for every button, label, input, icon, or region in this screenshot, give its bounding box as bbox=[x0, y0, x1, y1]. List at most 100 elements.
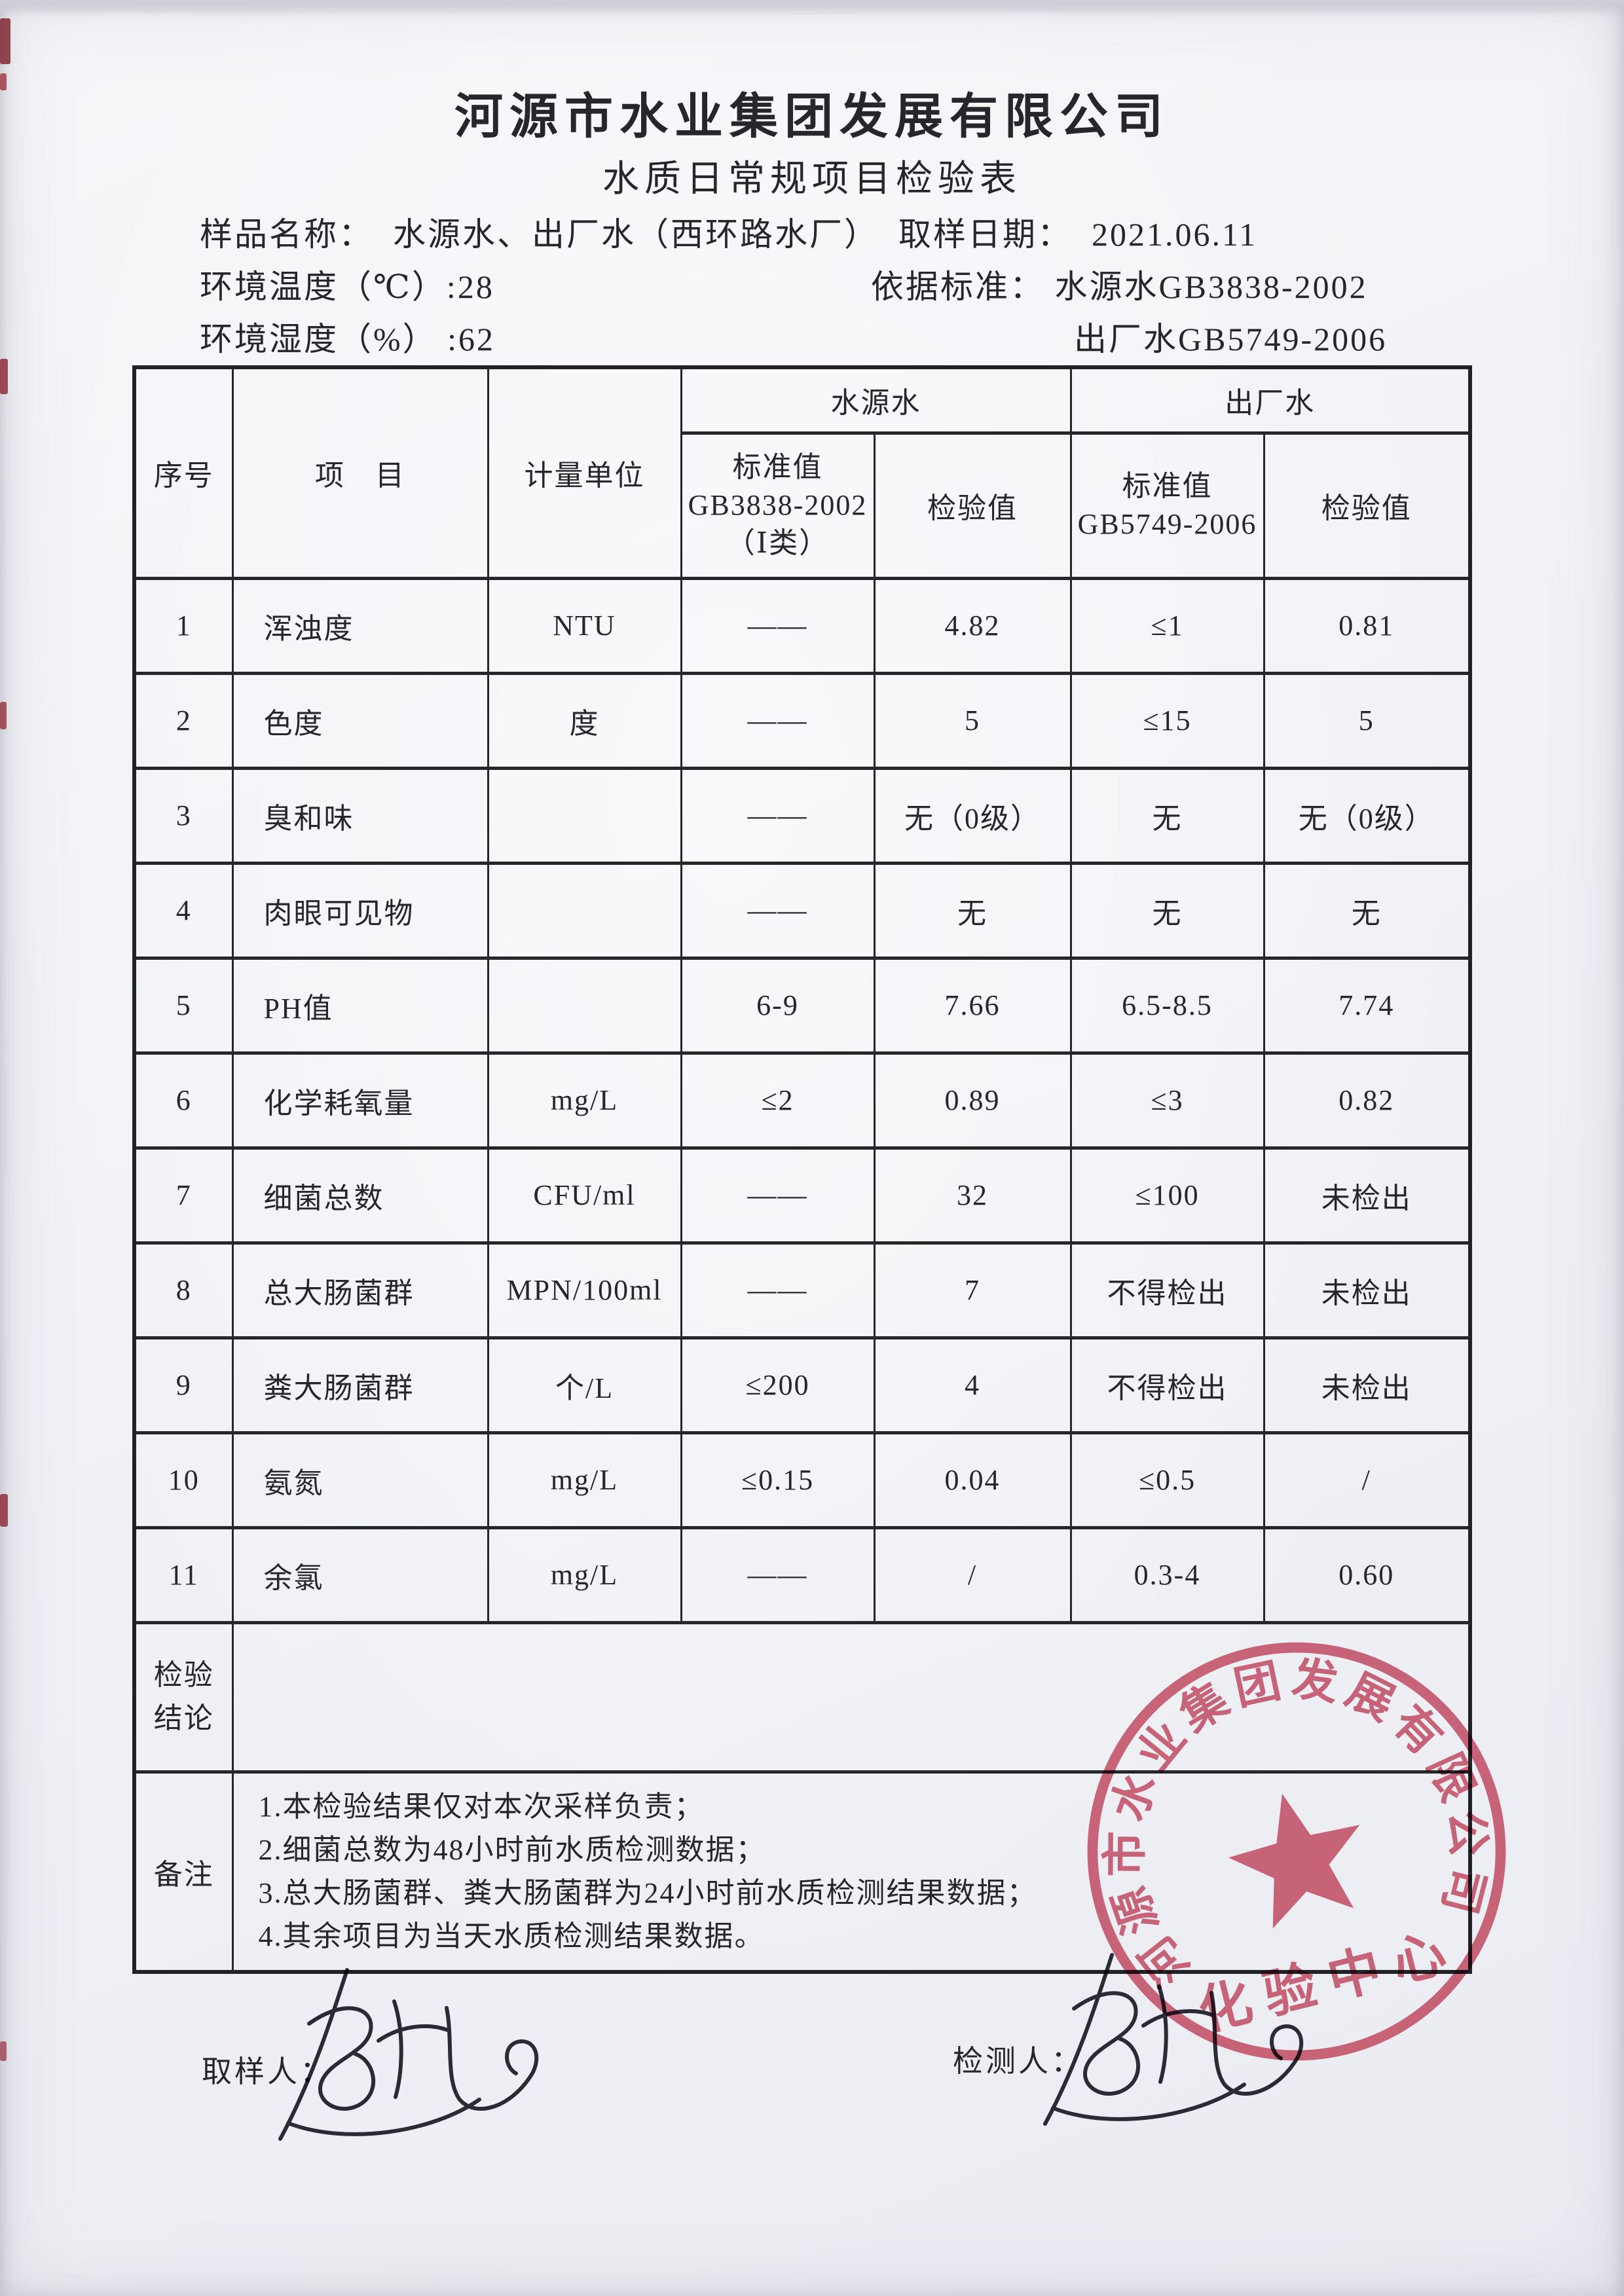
cell-src_std: ≤200 bbox=[680, 1336, 876, 1434]
col-header-seq: 序号 bbox=[133, 365, 234, 580]
env-humidity-line: 环境湿度（%） :62 出厂水GB5749-2006 bbox=[200, 313, 1483, 365]
cell-fac_std: 无 bbox=[1069, 766, 1265, 865]
cell-fac_std: 0.3-4 bbox=[1069, 1525, 1265, 1624]
cell-src_std: —— bbox=[680, 1525, 876, 1624]
document-title: 水质日常规项目检验表 bbox=[602, 159, 1022, 200]
table-row: 6 化学耗氧量 mg/L ≤2 0.89 ≤3 0.82 bbox=[133, 1051, 1471, 1150]
table-row: 7 细菌总数 CFU/ml —— 32 ≤100 未检出 bbox=[133, 1146, 1471, 1245]
cell-unit bbox=[487, 766, 682, 865]
cell-src_std: ≤2 bbox=[680, 1051, 876, 1150]
cell-src_std: —— bbox=[680, 576, 876, 675]
sample-name-label: 样品名称： bbox=[200, 216, 373, 253]
cell-src_val: 4.82 bbox=[873, 576, 1072, 675]
cell-fac_val: 0.82 bbox=[1263, 1051, 1471, 1150]
cell-src_val: 7 bbox=[873, 1241, 1072, 1339]
cell-src_std: ≤0.15 bbox=[680, 1430, 876, 1529]
cell-fac_std: 不得检出 bbox=[1069, 1336, 1265, 1434]
cell-unit: mg/L bbox=[487, 1525, 682, 1624]
cell-src_val: 无 bbox=[873, 861, 1072, 960]
scan-artifact bbox=[0, 359, 8, 394]
sample-date-label: 取样日期： bbox=[898, 216, 1072, 253]
official-seal: 河源市水业集团发展有限公司 化验中心 bbox=[1058, 1613, 1517, 2061]
cell-src_val: 32 bbox=[873, 1146, 1072, 1245]
cell-src_val: 5 bbox=[873, 671, 1072, 770]
env-temp-line: 环境温度（℃）:28 依据标准： 水源水GB3838-2002 bbox=[200, 261, 1483, 313]
cell-item: 化学耗氧量 bbox=[231, 1051, 489, 1150]
cell-item: 总大肠菌群 bbox=[231, 1241, 489, 1339]
cell-fac_val: 5 bbox=[1263, 671, 1471, 770]
table-row: 2 色度度 —— 5 ≤15 5 bbox=[133, 671, 1471, 770]
col-header-source-standard: 标准值 GB3838-2002 （Ⅰ类） bbox=[680, 431, 876, 580]
cell-seq: 3 bbox=[133, 766, 234, 865]
cell-item: 浑浊度 bbox=[231, 576, 489, 675]
cell-fac_std: 无 bbox=[1069, 861, 1265, 960]
cell-seq: 10 bbox=[133, 1430, 234, 1529]
cell-fac_val: 7.74 bbox=[1263, 956, 1471, 1055]
basis-standard-source: 依据标准： 水源水GB3838-2002 bbox=[871, 268, 1368, 305]
cell-seq: 8 bbox=[133, 1241, 234, 1339]
cell-src_val: 4 bbox=[873, 1336, 1072, 1434]
cell-seq: 9 bbox=[133, 1336, 234, 1434]
env-humidity: 环境湿度（%） :62 bbox=[200, 321, 496, 357]
cell-seq: 5 bbox=[133, 956, 234, 1055]
conclusion-row: 检验 结论 bbox=[133, 1620, 1471, 1774]
cell-seq: 4 bbox=[133, 861, 234, 960]
sample-name-line: 样品名称： 水源水、出厂水（西环路水厂） 取样日期： 2021.06.11 bbox=[200, 208, 1483, 261]
cell-seq: 2 bbox=[133, 671, 234, 770]
signature-tester bbox=[1014, 1946, 1321, 2142]
cell-src_std: —— bbox=[680, 1146, 876, 1245]
table-header: 序号 项 目 计量单位 水源水 出厂水 标准值 GB3838-2002 （Ⅰ类）… bbox=[133, 365, 1471, 580]
table-row: 9 粪大肠菌群 个/L ≤200 4 不得检出 未检出 bbox=[133, 1336, 1471, 1434]
cell-fac_std: 不得检出 bbox=[1069, 1241, 1265, 1339]
scan-artifact bbox=[0, 73, 7, 90]
scan-artifact bbox=[0, 18, 10, 64]
table-row: 4 肉眼可见物 —— 无无无 bbox=[133, 861, 1471, 960]
cell-item: 余氯 bbox=[231, 1525, 489, 1624]
remarks-label: 备注 bbox=[133, 1770, 234, 1973]
cell-fac_std: ≤1 bbox=[1069, 576, 1265, 675]
cell-item: 色度 bbox=[231, 671, 489, 770]
col-header-source-check: 检验值 bbox=[873, 431, 1072, 580]
cell-src_std: —— bbox=[680, 766, 876, 865]
cell-src_val: 0.04 bbox=[873, 1430, 1072, 1529]
star-icon bbox=[1228, 1793, 1360, 1929]
cell-src_std: —— bbox=[680, 671, 876, 770]
col-header-factory-standard: 标准值 GB5749-2006 bbox=[1069, 431, 1265, 580]
env-temp: 环境温度（℃）:28 bbox=[200, 268, 494, 305]
cell-unit: CFU/ml bbox=[487, 1146, 682, 1245]
sample-info-block: 样品名称： 水源水、出厂水（西环路水厂） 取样日期： 2021.06.11 环境温度（… bbox=[200, 208, 1483, 365]
signature-sampler bbox=[249, 1961, 557, 2157]
scan-artifact bbox=[0, 2041, 7, 2061]
table-row: 8 总大肠菌群 MPN/100ml —— 7 不得检出 未检出 bbox=[133, 1241, 1471, 1339]
conclusion-label: 检验 结论 bbox=[133, 1620, 234, 1774]
cell-fac_val: 未检出 bbox=[1263, 1336, 1471, 1434]
sample-name-value: 水源水、出厂水（西环路水厂） bbox=[393, 216, 879, 253]
table-body: 1 浑浊度 NTU —— 4.82 ≤1 0.81 2 色度度 —— 5 ≤15 5 3 臭和味 —— 无（0级… bbox=[133, 576, 1471, 1624]
cell-unit: mg/L bbox=[487, 1051, 682, 1150]
cell-fac_val: 未检出 bbox=[1263, 1146, 1471, 1245]
cell-item: 氨氮 bbox=[231, 1430, 489, 1529]
cell-item: 肉眼可见物 bbox=[231, 861, 489, 960]
cell-src_std: —— bbox=[680, 1241, 876, 1339]
scan-artifact bbox=[0, 702, 7, 729]
col-header-unit: 计量单位 bbox=[487, 365, 682, 580]
cell-seq: 7 bbox=[133, 1146, 234, 1245]
cell-unit: MPN/100ml bbox=[487, 1241, 682, 1339]
group-header-factory-water: 出厂水 bbox=[1069, 365, 1471, 435]
table-row: 10 氨氮 mg/L ≤0.15 0.04 ≤0.5/ bbox=[133, 1430, 1471, 1529]
cell-unit: mg/L bbox=[487, 1430, 682, 1529]
cell-seq: 11 bbox=[133, 1525, 234, 1624]
cell-src_std: 6-9 bbox=[680, 956, 876, 1055]
cell-fac_val: 未检出 bbox=[1263, 1241, 1471, 1339]
cell-item: PH值 bbox=[231, 956, 489, 1055]
tester-label: 检测人： bbox=[953, 2045, 1084, 2078]
cell-fac_val: 无（0级） bbox=[1263, 766, 1471, 865]
cell-fac_std: 6.5-8.5 bbox=[1069, 956, 1265, 1055]
conclusion-value bbox=[231, 1620, 1471, 1774]
sample-date-value: 2021.06.11 bbox=[1092, 216, 1258, 253]
cell-src_val: 7.66 bbox=[873, 956, 1072, 1055]
table-row: 3 臭和味 —— 无（0级）无无（0级） bbox=[133, 766, 1471, 865]
cell-fac_std: ≤100 bbox=[1069, 1146, 1265, 1245]
table-row: 1 浑浊度 NTU —— 4.82 ≤1 0.81 bbox=[133, 576, 1471, 675]
